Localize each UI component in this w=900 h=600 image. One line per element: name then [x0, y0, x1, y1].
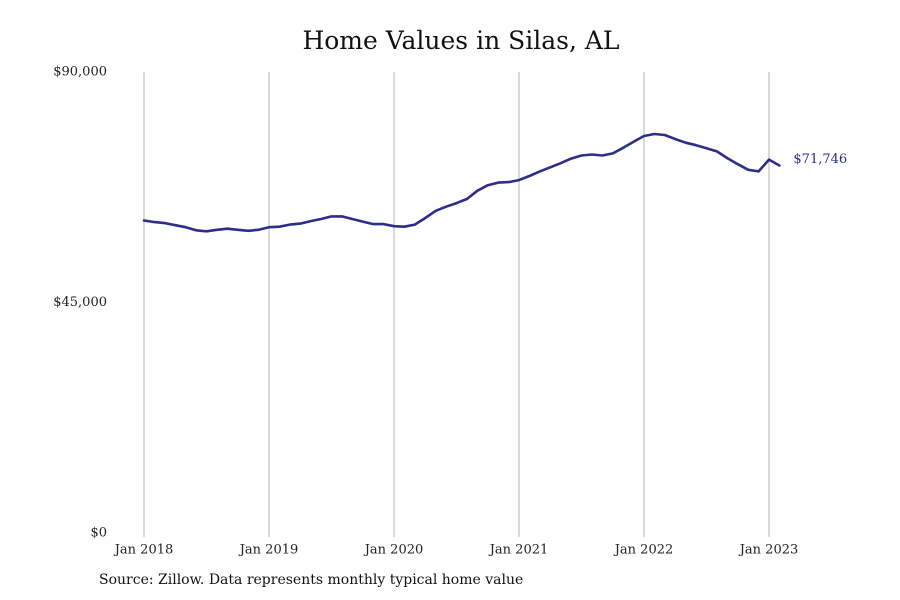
x-tick-label: Jan 2022	[613, 543, 674, 558]
y-tick-label: $90,000	[53, 65, 107, 80]
y-axis: $0 $45,000 $90,000	[53, 65, 107, 541]
gridlines	[143, 72, 770, 537]
series-line	[142, 132, 781, 233]
x-tick-label: Jan 2021	[488, 543, 549, 558]
end-value-label: $71,746	[793, 152, 847, 167]
source-note: Source: Zillow. Data represents monthly …	[99, 572, 524, 588]
x-tick-label: Jan 2020	[363, 543, 424, 558]
x-tick-label: Jan 2023	[738, 543, 799, 558]
y-tick-label: $0	[90, 526, 107, 541]
x-tick-label: Jan 2018	[113, 543, 174, 558]
y-tick-label: $45,000	[53, 295, 107, 310]
series-layer: $71,746	[142, 132, 847, 233]
x-axis: Jan 2018 Jan 2019 Jan 2020 Jan 2021 Jan 2022…	[113, 543, 799, 558]
chart-title: Home Values in Silas, AL	[302, 26, 620, 55]
x-tick-label: Jan 2019	[238, 543, 299, 558]
